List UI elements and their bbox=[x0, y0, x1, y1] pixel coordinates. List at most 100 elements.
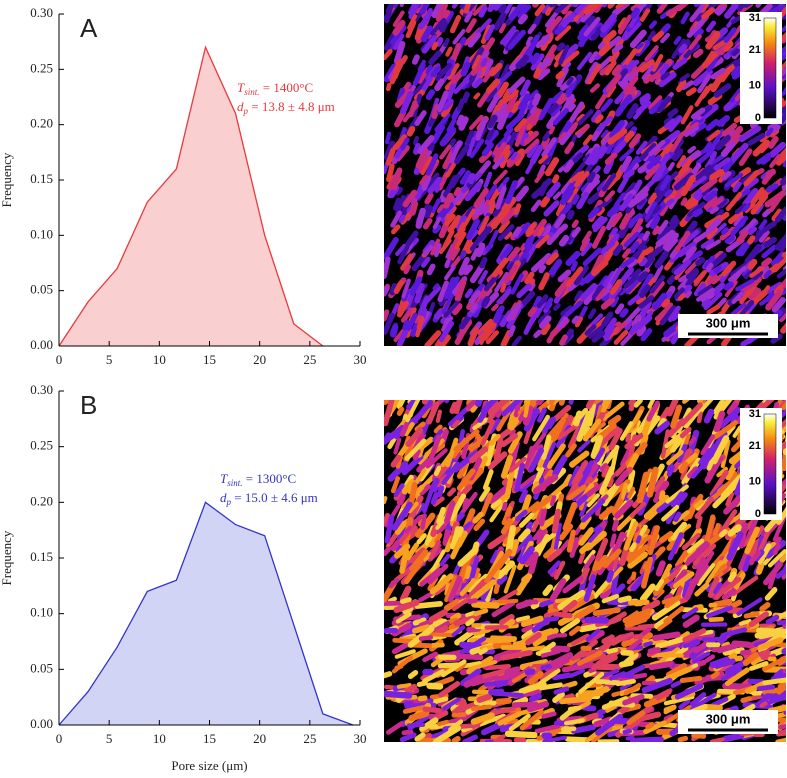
pore bbox=[436, 245, 439, 255]
x-tick-label: 20 bbox=[253, 731, 266, 746]
pore bbox=[706, 707, 720, 708]
colorbar-label: 10 bbox=[749, 476, 761, 488]
colorbar-label: 0 bbox=[755, 508, 761, 520]
pore bbox=[562, 392, 566, 404]
y-tick-label: 0.25 bbox=[30, 438, 53, 453]
pore bbox=[727, 285, 731, 288]
colorbar-label: 0 bbox=[755, 112, 761, 124]
pore bbox=[505, 179, 508, 183]
pore bbox=[675, 151, 680, 158]
pore bbox=[543, 39, 545, 43]
pore bbox=[571, 0, 573, 4]
pore bbox=[468, 621, 473, 624]
pore bbox=[518, 617, 528, 619]
y-axis-label: Frequency bbox=[0, 530, 14, 585]
pore bbox=[630, 399, 633, 403]
pore bbox=[671, 217, 675, 223]
pore bbox=[447, 261, 449, 266]
pore bbox=[407, 528, 411, 532]
pore bbox=[568, 739, 587, 740]
pore bbox=[417, 286, 421, 300]
pore bbox=[587, 185, 591, 192]
pore bbox=[393, 458, 398, 465]
pore bbox=[622, 663, 631, 665]
pore bbox=[528, 231, 532, 235]
pore bbox=[620, 598, 629, 600]
pore bbox=[614, 522, 616, 529]
pore bbox=[501, 14, 504, 22]
pore bbox=[725, 686, 749, 687]
pore bbox=[417, 735, 423, 739]
pore bbox=[498, 701, 509, 702]
pore bbox=[666, 707, 674, 710]
pore bbox=[536, 332, 540, 335]
pore bbox=[609, 573, 611, 580]
pore bbox=[576, 414, 579, 424]
pore bbox=[393, 327, 395, 334]
pore bbox=[614, 207, 619, 211]
pore bbox=[616, 247, 620, 253]
pore bbox=[508, 734, 534, 735]
pore bbox=[765, 211, 769, 215]
pore bbox=[421, 637, 431, 638]
pore bbox=[555, 512, 559, 531]
x-tick-label: 20 bbox=[253, 352, 266, 367]
pore bbox=[473, 707, 490, 709]
pore bbox=[566, 720, 583, 723]
pore bbox=[435, 285, 438, 288]
pore bbox=[419, 211, 423, 226]
pore bbox=[465, 94, 467, 100]
pore bbox=[764, 261, 769, 265]
annotation-subscript: sint. bbox=[227, 478, 242, 488]
pore bbox=[603, 679, 610, 680]
pore bbox=[413, 204, 415, 213]
pore bbox=[719, 8, 724, 13]
pore bbox=[662, 66, 666, 72]
pore bbox=[596, 610, 618, 613]
pore bbox=[444, 110, 448, 114]
pore bbox=[662, 493, 663, 499]
pore bbox=[541, 267, 543, 270]
pore bbox=[663, 26, 668, 31]
pore bbox=[486, 682, 503, 684]
pore bbox=[759, 566, 761, 571]
pore bbox=[570, 213, 572, 217]
pore bbox=[433, 69, 438, 75]
pore bbox=[546, 618, 557, 619]
pore bbox=[555, 675, 569, 677]
pore bbox=[679, 82, 684, 89]
pore bbox=[544, 181, 549, 186]
pore bbox=[750, 229, 754, 233]
pore bbox=[628, 436, 629, 440]
y-tick-label: 0.20 bbox=[30, 493, 53, 508]
pore bbox=[527, 240, 529, 245]
pore bbox=[633, 62, 636, 64]
pore bbox=[659, 564, 663, 574]
pore bbox=[633, 740, 661, 741]
colorbar bbox=[764, 18, 776, 118]
pore bbox=[432, 634, 453, 635]
pore bbox=[524, 576, 529, 580]
pore bbox=[524, 627, 531, 630]
pore bbox=[521, 492, 525, 501]
pore bbox=[689, 90, 694, 94]
pore bbox=[491, 205, 494, 212]
x-tick-label: 30 bbox=[354, 352, 367, 367]
pore bbox=[699, 414, 700, 421]
pore bbox=[562, 238, 566, 243]
annotation: dp = 13.8 ± 4.8 μm bbox=[237, 99, 335, 116]
pore bbox=[676, 38, 679, 43]
pore bbox=[405, 323, 407, 328]
pore bbox=[521, 17, 525, 21]
pore bbox=[684, 391, 697, 402]
pore bbox=[409, 725, 423, 726]
pore bbox=[542, 511, 545, 523]
pore bbox=[614, 694, 619, 695]
pore bbox=[462, 252, 464, 257]
pore bbox=[389, 166, 392, 180]
pore bbox=[689, 31, 693, 35]
pore bbox=[512, 154, 515, 158]
pore bbox=[437, 186, 438, 190]
pore bbox=[412, 714, 426, 718]
